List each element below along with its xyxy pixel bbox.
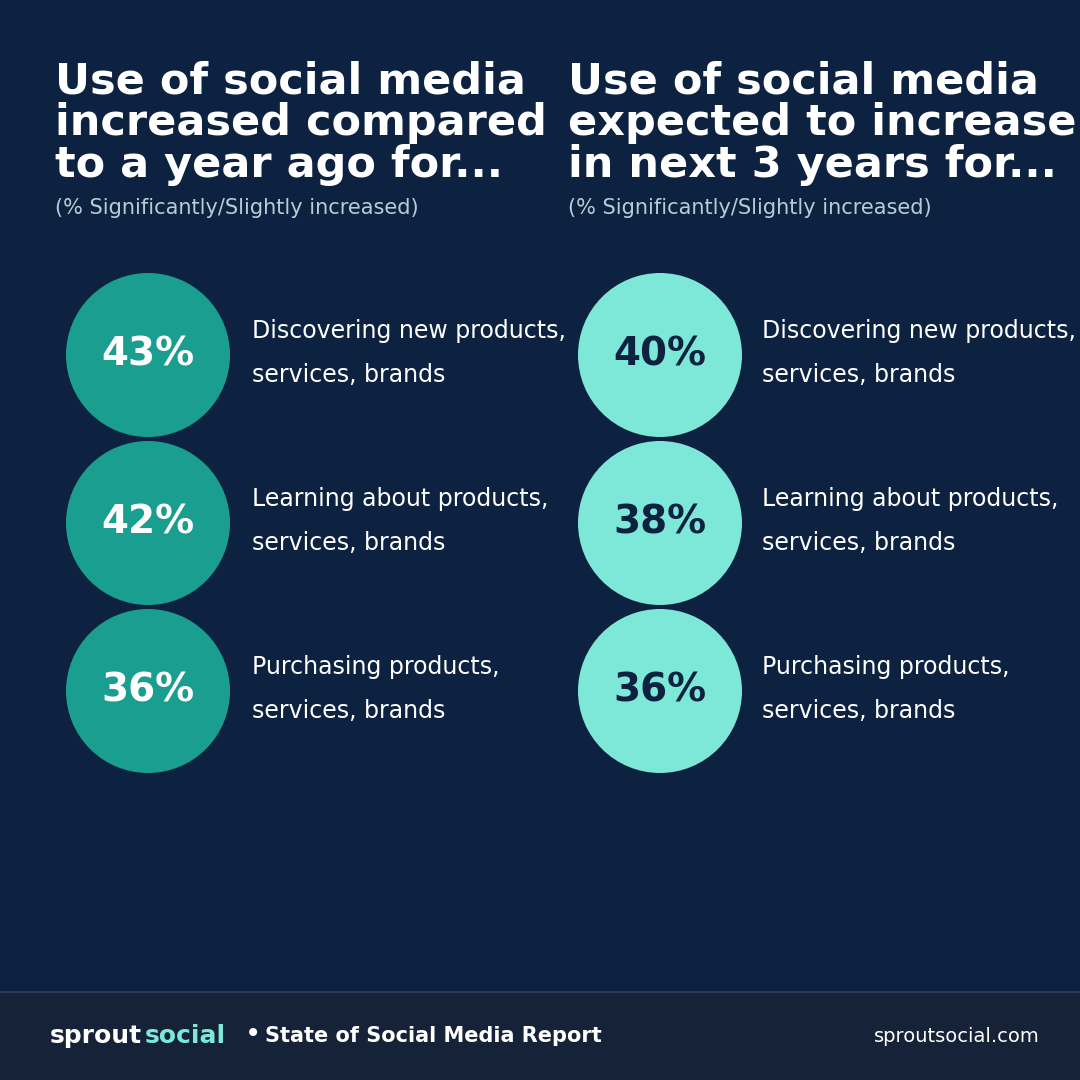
Text: Use of social media: Use of social media — [55, 60, 526, 102]
Text: expected to increase: expected to increase — [568, 102, 1077, 144]
Circle shape — [578, 273, 742, 437]
Text: in next 3 years for...: in next 3 years for... — [568, 144, 1057, 186]
Text: Use of social media: Use of social media — [568, 60, 1039, 102]
Circle shape — [66, 609, 230, 773]
Text: increased compared: increased compared — [55, 102, 546, 144]
Circle shape — [578, 609, 742, 773]
Text: Learning about products,: Learning about products, — [762, 487, 1058, 511]
Circle shape — [66, 441, 230, 605]
Text: services, brands: services, brands — [762, 531, 956, 555]
Circle shape — [578, 441, 742, 605]
Text: services, brands: services, brands — [762, 363, 956, 387]
Text: 36%: 36% — [102, 672, 194, 710]
Text: (% Significantly/Slightly increased): (% Significantly/Slightly increased) — [568, 198, 932, 218]
Text: 43%: 43% — [102, 336, 194, 374]
Text: Discovering new products,: Discovering new products, — [762, 319, 1076, 343]
Text: Learning about products,: Learning about products, — [252, 487, 549, 511]
Text: social: social — [145, 1024, 226, 1048]
Text: services, brands: services, brands — [762, 699, 956, 723]
Text: 38%: 38% — [613, 504, 706, 542]
Text: services, brands: services, brands — [252, 531, 445, 555]
Text: services, brands: services, brands — [252, 699, 445, 723]
Text: sprout: sprout — [50, 1024, 143, 1048]
Bar — [0, 993, 1080, 1080]
Text: services, brands: services, brands — [252, 363, 445, 387]
Text: State of Social Media Report: State of Social Media Report — [265, 1026, 602, 1047]
Circle shape — [66, 273, 230, 437]
Text: (% Significantly/Slightly increased): (% Significantly/Slightly increased) — [55, 198, 419, 218]
Text: Discovering new products,: Discovering new products, — [252, 319, 566, 343]
Text: 42%: 42% — [102, 504, 194, 542]
Text: to a year ago for...: to a year ago for... — [55, 144, 503, 186]
Text: •: • — [245, 1020, 261, 1048]
Text: 36%: 36% — [613, 672, 706, 710]
Text: sproutsocial.com: sproutsocial.com — [874, 1026, 1040, 1045]
Text: Purchasing products,: Purchasing products, — [252, 654, 499, 679]
Text: 40%: 40% — [613, 336, 706, 374]
Text: Purchasing products,: Purchasing products, — [762, 654, 1010, 679]
